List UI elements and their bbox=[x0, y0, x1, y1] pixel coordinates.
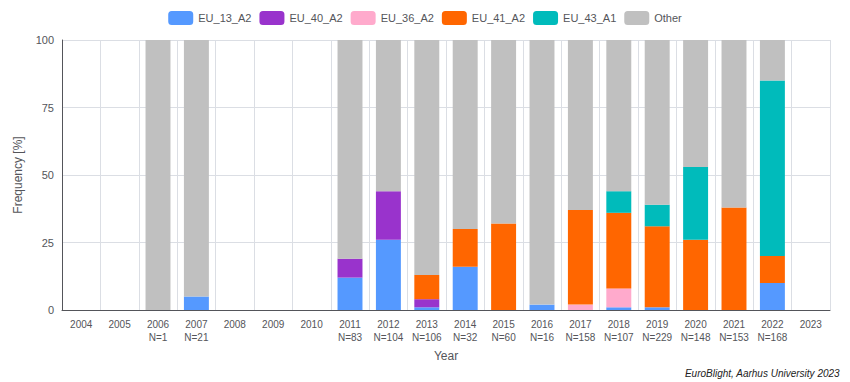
svg-text:N=21: N=21 bbox=[184, 332, 209, 343]
svg-text:2018: 2018 bbox=[608, 319, 631, 330]
svg-text:2020: 2020 bbox=[684, 319, 707, 330]
svg-text:EuroBlight, Aarhus University: EuroBlight, Aarhus University 2023 bbox=[685, 368, 840, 379]
svg-text:2009: 2009 bbox=[262, 319, 285, 330]
svg-text:EU_40_A2: EU_40_A2 bbox=[289, 12, 342, 24]
svg-text:N=158: N=158 bbox=[566, 332, 596, 343]
svg-text:N=153: N=153 bbox=[719, 332, 749, 343]
svg-text:25: 25 bbox=[42, 237, 54, 249]
svg-text:Frequency [%]: Frequency [%] bbox=[11, 136, 25, 213]
svg-text:EU_13_A2: EU_13_A2 bbox=[198, 12, 251, 24]
svg-text:N=229: N=229 bbox=[642, 332, 672, 343]
svg-text:Year: Year bbox=[434, 349, 458, 363]
svg-text:75: 75 bbox=[42, 102, 54, 114]
svg-text:2023: 2023 bbox=[800, 319, 823, 330]
svg-text:2004: 2004 bbox=[70, 319, 93, 330]
svg-text:EU_36_A2: EU_36_A2 bbox=[381, 12, 434, 24]
svg-text:Other: Other bbox=[654, 12, 682, 24]
svg-text:50: 50 bbox=[42, 169, 54, 181]
svg-text:N=106: N=106 bbox=[412, 332, 442, 343]
svg-text:N=1: N=1 bbox=[149, 332, 168, 343]
svg-text:2006: 2006 bbox=[147, 319, 170, 330]
svg-text:2005: 2005 bbox=[108, 319, 131, 330]
svg-text:N=168: N=168 bbox=[758, 332, 788, 343]
svg-text:2012: 2012 bbox=[377, 319, 400, 330]
svg-text:2017: 2017 bbox=[569, 319, 592, 330]
svg-text:EU_41_A2: EU_41_A2 bbox=[472, 12, 525, 24]
svg-text:0: 0 bbox=[48, 304, 54, 316]
svg-text:2013: 2013 bbox=[416, 319, 439, 330]
svg-text:N=83: N=83 bbox=[338, 332, 363, 343]
svg-text:N=107: N=107 bbox=[604, 332, 634, 343]
svg-text:N=104: N=104 bbox=[374, 332, 404, 343]
svg-text:2007: 2007 bbox=[185, 319, 208, 330]
svg-text:2016: 2016 bbox=[531, 319, 554, 330]
svg-text:N=148: N=148 bbox=[681, 332, 711, 343]
svg-text:2011: 2011 bbox=[339, 319, 361, 330]
svg-text:2010: 2010 bbox=[300, 319, 323, 330]
svg-text:N=16: N=16 bbox=[530, 332, 555, 343]
svg-text:100: 100 bbox=[36, 34, 54, 46]
svg-text:2019: 2019 bbox=[646, 319, 669, 330]
svg-text:2022: 2022 bbox=[761, 319, 784, 330]
svg-text:N=32: N=32 bbox=[453, 332, 478, 343]
svg-text:2014: 2014 bbox=[454, 319, 477, 330]
svg-text:2008: 2008 bbox=[224, 319, 247, 330]
svg-text:2015: 2015 bbox=[492, 319, 515, 330]
svg-text:2021: 2021 bbox=[723, 319, 746, 330]
svg-text:EU_43_A1: EU_43_A1 bbox=[563, 12, 616, 24]
svg-text:N=60: N=60 bbox=[492, 332, 517, 343]
